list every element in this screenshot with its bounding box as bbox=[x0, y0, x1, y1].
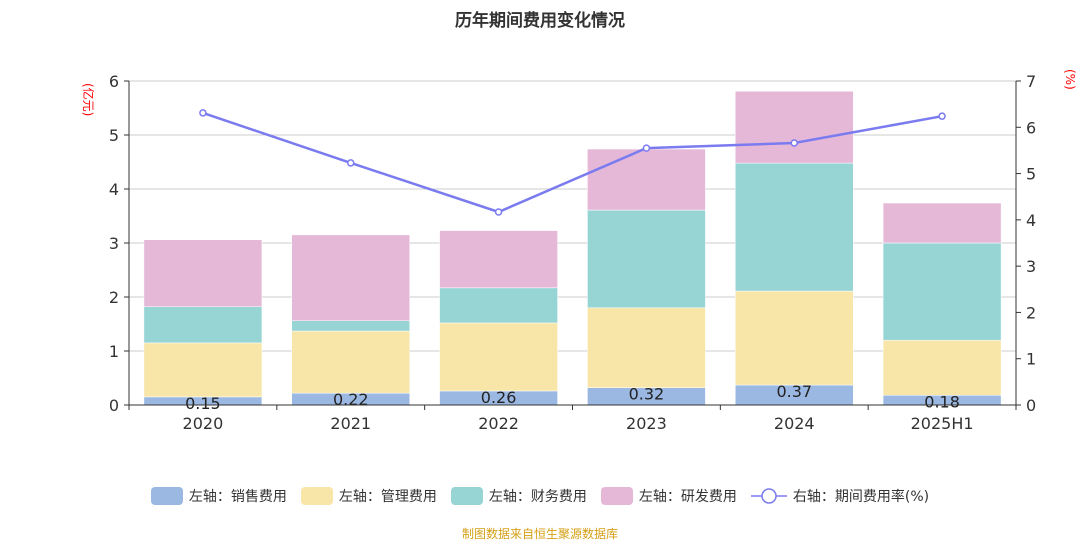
bar-data-label: 0.26 bbox=[481, 388, 517, 407]
legend-label: 左轴：管理费用 bbox=[338, 489, 437, 505]
x-tick-label: 2020 bbox=[183, 414, 224, 433]
bar-data-label: 0.37 bbox=[776, 382, 812, 401]
right-tick-label: 6 bbox=[1026, 118, 1036, 137]
legend-swatch bbox=[150, 487, 183, 505]
left-tick-label: 5 bbox=[109, 126, 119, 145]
rate-point bbox=[347, 159, 355, 167]
bar-segment bbox=[143, 306, 263, 344]
rate-point bbox=[642, 144, 651, 152]
bar-segment bbox=[587, 307, 706, 388]
right-tick-label: 3 bbox=[1026, 257, 1036, 276]
legend-item[interactable]: 左轴：管理费用 bbox=[300, 486, 437, 506]
right-tick-label: 1 bbox=[1026, 350, 1036, 369]
bar-data-label: 0.32 bbox=[629, 385, 665, 404]
bar-segment bbox=[882, 202, 1002, 244]
bar-segment bbox=[882, 242, 1002, 341]
right-axis-unit: (%) bbox=[1063, 69, 1077, 90]
legend-item[interactable]: 左轴：财务费用 bbox=[450, 486, 587, 506]
bar-segment bbox=[587, 148, 706, 211]
x-tick-label: 2021 bbox=[330, 414, 371, 433]
rate-point bbox=[199, 109, 207, 117]
bar-segment bbox=[735, 91, 854, 164]
chart-title: 历年期间费用变化情况 bbox=[455, 11, 625, 31]
right-tick-label: 2 bbox=[1026, 303, 1036, 322]
bar-segment bbox=[735, 162, 854, 292]
rate-point bbox=[494, 208, 503, 216]
legend-swatch bbox=[600, 487, 633, 505]
bar-segment bbox=[143, 342, 263, 398]
bar-segment bbox=[143, 239, 263, 307]
rate-point bbox=[790, 139, 798, 147]
x-tick-label: 2023 bbox=[626, 414, 667, 433]
x-tick-label: 2025H1 bbox=[911, 414, 974, 433]
left-tick-label: 3 bbox=[109, 234, 119, 253]
legend-swatch bbox=[450, 487, 483, 505]
bar-segment bbox=[291, 330, 410, 394]
bar-data-label: 0.15 bbox=[185, 394, 221, 413]
right-tick-label: 5 bbox=[1026, 165, 1036, 184]
bar-segment bbox=[735, 290, 854, 386]
left-tick-label: 6 bbox=[109, 72, 119, 91]
bar-segment bbox=[291, 320, 410, 332]
legend-label: 右轴：期间费用率(%) bbox=[792, 489, 930, 505]
bar-segment bbox=[587, 209, 706, 309]
legend-label: 左轴：财务费用 bbox=[488, 489, 587, 505]
legend-label: 左轴：研发费用 bbox=[638, 489, 737, 505]
source-note: 制图数据来自恒生聚源数据库 bbox=[461, 527, 618, 541]
rate-line bbox=[202, 111, 943, 214]
bar-segment bbox=[882, 339, 1002, 396]
legend-item[interactable]: 左轴：研发费用 bbox=[600, 486, 737, 506]
right-tick-label: 7 bbox=[1026, 72, 1036, 91]
left-axis-unit: (亿元) bbox=[81, 83, 96, 116]
legend-swatch bbox=[300, 487, 333, 505]
rate-point bbox=[938, 112, 946, 120]
legend-line-icon bbox=[750, 488, 787, 504]
bar-segment bbox=[291, 234, 410, 322]
legend-item[interactable]: 右轴：期间费用率(%) bbox=[750, 486, 930, 506]
right-tick-label: 0 bbox=[1026, 396, 1036, 415]
left-tick-label: 1 bbox=[109, 342, 119, 361]
right-tick-label: 4 bbox=[1026, 211, 1036, 230]
bar-segment bbox=[439, 322, 558, 392]
bar-segment bbox=[439, 230, 558, 289]
bar-segment bbox=[439, 287, 558, 324]
x-tick-label: 2022 bbox=[478, 414, 519, 433]
legend-item[interactable]: 左轴：销售费用 bbox=[150, 486, 287, 506]
left-tick-label: 2 bbox=[109, 288, 119, 307]
bar-data-label: 0.22 bbox=[333, 390, 369, 409]
x-tick-label: 2024 bbox=[774, 414, 815, 433]
legend: 左轴：销售费用 左轴：管理费用 左轴：财务费用 左轴：研发费用 右轴：期间费用率(%) bbox=[0, 486, 1080, 506]
left-tick-label: 0 bbox=[109, 396, 119, 415]
bar-data-label: 0.18 bbox=[924, 392, 960, 411]
left-tick-label: 4 bbox=[109, 180, 119, 199]
legend-label: 左轴：销售费用 bbox=[188, 489, 287, 505]
